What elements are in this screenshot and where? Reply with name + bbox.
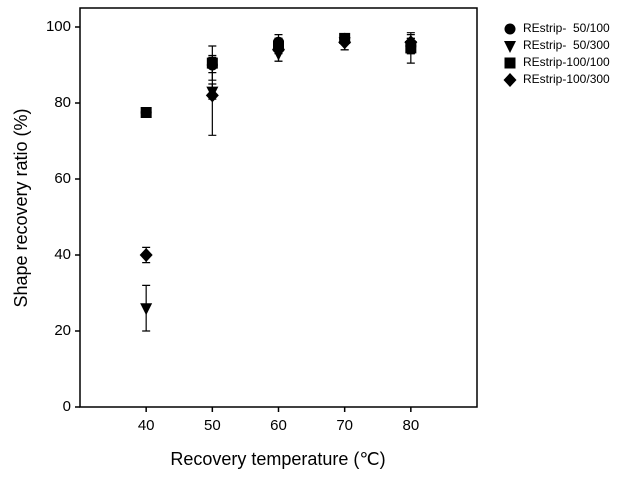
y-tick-label: 0 [63,398,71,415]
y-tick-label: 100 [46,18,71,35]
marker [338,35,352,50]
legend-label: REstrip- 50/100 [523,21,610,35]
marker [140,303,153,316]
marker [205,88,219,103]
x-tick-label: 80 [402,417,419,434]
legend-label: REstrip- 50/300 [523,38,610,52]
y-tick-label: 60 [54,170,71,187]
x-tick-label: 50 [204,417,221,434]
y-tick-label: 20 [54,322,71,339]
y-axis-label: Shape recovery ratio (%) [11,108,31,307]
legend-label: REstrip-100/300 [523,72,610,86]
x-tick-label: 40 [138,417,155,434]
marker [404,35,418,50]
marker [504,23,516,35]
marker [503,73,517,87]
legend-label: REstrip-100/100 [523,55,610,69]
y-tick-label: 80 [54,94,71,111]
marker [272,42,285,57]
x-axis-label: Recovery temperature (℃) [170,449,385,469]
x-tick-label: 60 [270,417,287,434]
plot-frame [79,7,478,408]
x-tick-label: 70 [336,417,353,434]
y-tick-label: 40 [54,246,71,263]
marker [140,107,152,118]
marker [139,248,153,262]
marker [206,57,218,69]
marker [504,57,516,69]
marker [504,41,516,53]
